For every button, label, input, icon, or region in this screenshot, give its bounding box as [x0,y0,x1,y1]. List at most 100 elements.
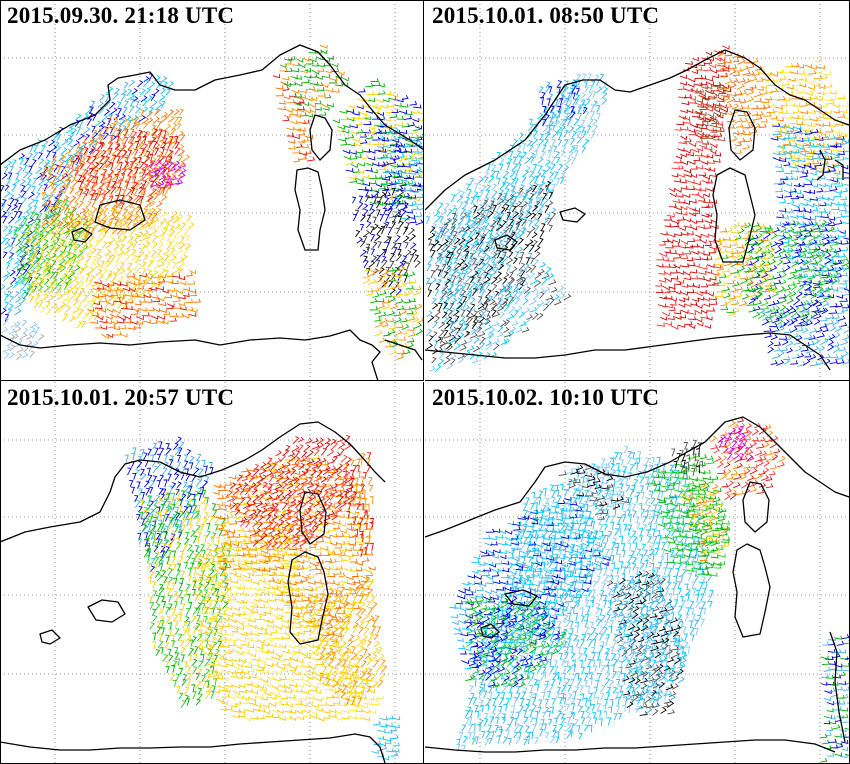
wind-barb [150,187,157,196]
wind-barb [516,269,523,277]
wind-barb [466,316,474,325]
wind-barb [799,172,808,178]
wind-barb [36,235,44,242]
wind-barb [171,492,176,500]
wind-barb [283,113,291,119]
wind-barb [786,125,794,130]
wind-barb [724,84,732,91]
wind-barb [800,247,808,254]
wind-barb [818,251,826,257]
wind-barb [685,320,693,325]
wind-barb [811,221,819,228]
wind-barb [15,245,23,253]
wind-barb [132,95,139,103]
wind-barb [214,544,219,552]
wind-barb [72,221,78,231]
wind-barb [165,581,170,590]
wind-barb [387,207,393,216]
wind-barb [172,261,178,269]
wind-barb [13,233,19,241]
wind-barb [96,254,103,263]
wind-barb [187,575,192,582]
wind-barb [406,179,414,185]
wind-barb [767,275,776,281]
wind-barb [42,267,49,274]
wind-barb [776,117,785,122]
wind-barb [112,127,118,135]
wind-barb [724,78,733,85]
wind-barb [66,256,73,263]
wind-barb [463,223,470,231]
wind-barb [57,227,64,234]
wind-barb [285,546,293,551]
wind-barb [757,266,766,273]
wind-barb [61,261,67,269]
wind-barb [115,149,122,158]
wind-barb [739,98,747,104]
wind-barb [785,253,792,260]
wind-barb [45,300,51,309]
wind-barb [745,286,754,292]
wind-barb [117,179,123,188]
wind-barb [676,216,685,221]
wind-barb [180,254,188,262]
wind-barb [376,143,385,149]
wind-barb [16,166,23,175]
wind-barb [484,271,489,279]
wind-barb [297,106,305,111]
wind-barb [103,126,109,135]
wind-barb [108,101,116,110]
wind-barb [170,317,177,322]
wind-barb [377,112,385,117]
wind-barb [135,100,140,108]
wind-barb [105,315,113,320]
wind-barb [814,231,823,239]
graticule [425,0,849,380]
wind-barb [156,255,164,263]
wind-barb [62,214,70,222]
wind-barb [398,109,408,115]
wind-barb [564,80,569,88]
wind-barb [116,129,121,138]
wind-barb [799,83,807,88]
wind-barb [147,523,152,532]
wind-barb [165,88,171,96]
wind-barb [150,157,157,164]
wind-barb [831,278,838,285]
wind-barb [776,318,784,326]
wind-barb [532,239,539,247]
wind-barb [41,200,48,208]
wind-barb [120,173,126,182]
wind-barb [459,207,466,216]
wind-barb [679,109,688,114]
wind-barb [507,276,515,285]
wind-barb [183,505,189,513]
wind-barb [826,259,835,264]
wind-barb [352,213,358,222]
wind-barb [117,187,122,195]
wind-barb [398,336,407,341]
wind-barb [664,223,672,228]
wind-barb [801,342,811,347]
wind-barb [16,353,23,360]
wind-barb [682,119,691,124]
wind-barb [834,273,842,278]
wind-barb [391,187,396,196]
wind-barb [115,135,120,144]
wind-barb [200,523,205,532]
wind-barb [230,579,239,584]
wind-barb [195,572,203,577]
wind-barb [277,552,285,557]
wind-barb [446,362,454,370]
wind-barb [118,113,126,121]
wind-barb [366,243,371,251]
wind-barb [709,150,717,155]
wind-barb [131,173,137,181]
wind-barb [373,223,379,231]
wind-barb [712,83,721,88]
wind-barb [526,314,534,321]
wind-barb [91,294,100,299]
wind-barb [480,289,486,297]
wind-barb [763,327,772,332]
wind-barb [819,298,827,304]
